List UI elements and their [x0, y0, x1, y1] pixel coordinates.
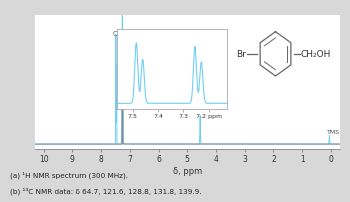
- Text: (a) ¹H NMR spectrum (300 MHz).: (a) ¹H NMR spectrum (300 MHz).: [10, 171, 128, 178]
- Text: CHCl₃: CHCl₃: [113, 31, 132, 37]
- Text: (b) ¹³C NMR data: δ 64.7, 121.6, 128.8, 131.8, 139.9.: (b) ¹³C NMR data: δ 64.7, 121.6, 128.8, …: [10, 187, 202, 194]
- Text: CH₂OH: CH₂OH: [301, 50, 331, 59]
- X-axis label: δ, ppm: δ, ppm: [173, 166, 202, 175]
- Text: TMS: TMS: [327, 129, 340, 134]
- Text: Br: Br: [236, 50, 246, 59]
